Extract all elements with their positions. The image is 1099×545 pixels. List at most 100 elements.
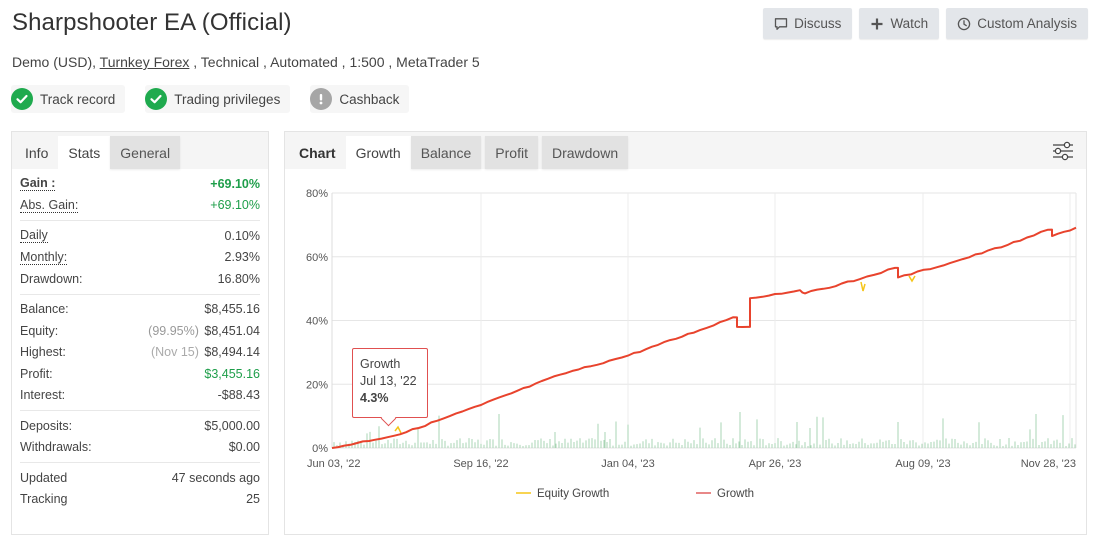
- broker-link[interactable]: Turnkey Forex: [99, 54, 190, 70]
- tooltip-value: 4.3%: [360, 391, 389, 405]
- tab-drawdown[interactable]: Drawdown: [541, 136, 629, 169]
- stat-value: $8,494.14: [204, 345, 260, 360]
- svg-text:60%: 60%: [306, 252, 328, 264]
- stat-value-group: (99.95%) $8,451.04: [148, 324, 260, 338]
- svg-text:Apr 26, '23: Apr 26, '23: [749, 458, 802, 470]
- check-icon: [145, 88, 168, 110]
- stat-value: 0.10%: [224, 228, 260, 243]
- stat-value-group: (Nov 15) $8,494.14: [151, 345, 260, 359]
- exclamation-icon: [310, 88, 333, 110]
- stats-group-rates: Daily 0.10% Monthly: 2.93% Drawdown: 16.…: [20, 221, 260, 295]
- stat-label: Balance:: [20, 302, 69, 317]
- stat-label[interactable]: Daily: [20, 228, 48, 244]
- clock-icon: [957, 17, 971, 30]
- comment-icon: [775, 17, 788, 30]
- stat-abs-gain: Abs. Gain: +69.10%: [20, 195, 260, 217]
- svg-text:0%: 0%: [312, 443, 328, 455]
- axis-labels: 0% 20% 40% 60% 80% Jun 03, '22 Sep 16, '22 Jan …: [306, 188, 1076, 470]
- badge-track-record[interactable]: Track record: [11, 85, 126, 113]
- custom-analysis-label: Custom Analysis: [977, 16, 1077, 31]
- stat-monthly: Monthly: 2.93%: [20, 247, 260, 269]
- stat-value: $0.00: [228, 440, 260, 455]
- badge-cashback[interactable]: Cashback: [310, 85, 410, 113]
- svg-text:20%: 20%: [306, 379, 328, 391]
- tab-chart[interactable]: Chart: [299, 144, 336, 161]
- stat-label[interactable]: Abs. Gain:: [20, 197, 79, 213]
- stat-highest: Highest: (Nov 15) $8,494.14: [20, 342, 260, 364]
- chart-lines: [331, 226, 1077, 449]
- svg-text:Sep 16, '22: Sep 16, '22: [453, 458, 508, 470]
- badge-label: Track record: [40, 91, 116, 107]
- stat-value: -$88.43: [217, 388, 260, 403]
- discuss-button[interactable]: Discuss: [763, 8, 853, 39]
- stat-value: 2.93%: [224, 250, 260, 265]
- chart-settings-icon[interactable]: [1052, 140, 1074, 162]
- check-icon: [11, 88, 33, 110]
- volume-bars: [333, 412, 1076, 448]
- stat-label: Deposits:: [20, 418, 73, 433]
- stat-drawdown: Drawdown: 16.80%: [20, 268, 260, 290]
- watch-button[interactable]: Watch: [859, 8, 940, 39]
- chart-legend: Equity Growth Growth: [516, 488, 754, 500]
- stat-withdrawals: Withdrawals: $0.00: [20, 437, 260, 459]
- stat-value: 16.80%: [217, 271, 260, 286]
- stat-value: $5,000.00: [204, 418, 260, 433]
- tooltip-series: Growth: [360, 357, 401, 371]
- svg-text:Jun 03, '22: Jun 03, '22: [307, 458, 360, 470]
- stat-value: +69.10%: [210, 176, 260, 191]
- stats-list: Gain : +69.10% Abs. Gain: +69.10% Daily …: [12, 169, 268, 514]
- stat-value: $8,451.04: [204, 323, 260, 338]
- stats-group-tracking: Updated 47 seconds ago Tracking 25: [20, 463, 260, 514]
- stat-label: Withdrawals:: [20, 440, 92, 455]
- chart-gridlines: [331, 192, 1077, 449]
- legend-equity-growth: Equity Growth: [537, 488, 609, 500]
- svg-text:80%: 80%: [306, 188, 328, 200]
- svg-text:Jan 04, '23: Jan 04, '23: [601, 458, 654, 470]
- badge-label: Cashback: [339, 91, 400, 107]
- stat-label[interactable]: Monthly:: [20, 249, 68, 265]
- stat-interest: Interest: -$88.43: [20, 385, 260, 407]
- stat-value: 47 seconds ago: [171, 470, 260, 485]
- svg-text:40%: 40%: [306, 316, 328, 328]
- account-details: , Technical , Automated , 1:500 , MetaTr…: [189, 54, 480, 70]
- tab-stats[interactable]: Stats: [58, 136, 111, 169]
- stat-label: Interest:: [20, 388, 66, 403]
- tab-info[interactable]: Info: [25, 144, 49, 161]
- svg-text:Nov 28, '23: Nov 28, '23: [1021, 458, 1076, 470]
- stat-tracking: Tracking 25: [20, 489, 260, 511]
- stats-tabs: Info Stats General: [12, 132, 268, 169]
- stat-label: Updated: [20, 470, 68, 485]
- page-title: Sharpshooter EA (Official): [12, 9, 292, 36]
- tab-balance[interactable]: Balance: [410, 136, 482, 169]
- stats-group-gain: Gain : +69.10% Abs. Gain: +69.10%: [20, 169, 260, 221]
- svg-text:Aug 09, '23: Aug 09, '23: [895, 458, 950, 470]
- tab-growth[interactable]: Growth: [345, 136, 411, 169]
- stat-note: (99.95%): [148, 323, 199, 338]
- growth-line: [331, 226, 1077, 449]
- watch-label: Watch: [890, 16, 929, 31]
- chart-tabs: Chart Growth Balance Profit Drawdown: [285, 132, 1086, 169]
- stats-group-balance: Balance: $8,455.16 Equity: (99.95%) $8,4…: [20, 295, 260, 411]
- tab-general[interactable]: General: [110, 136, 181, 169]
- header-actions: Discuss Watch Custom Analysis: [763, 8, 1088, 39]
- stat-value: 25: [246, 492, 260, 507]
- stat-note: (Nov 15): [150, 345, 199, 360]
- stats-group-deposits: Deposits: $5,000.00 Withdrawals: $0.00: [20, 411, 260, 463]
- stat-label: Drawdown:: [20, 271, 83, 286]
- custom-analysis-button[interactable]: Custom Analysis: [946, 8, 1088, 39]
- badge-trading-privileges[interactable]: Trading privileges: [145, 85, 291, 113]
- stats-panel: Info Stats General Gain : +69.10% Abs. G…: [11, 131, 269, 535]
- badge-label: Trading privileges: [174, 91, 281, 107]
- chart-panel: Chart Growth Balance Profit Drawdown: [284, 131, 1087, 535]
- stat-value: $8,455.16: [204, 302, 260, 317]
- stat-profit: Profit: $3,455.16: [20, 363, 260, 385]
- stat-updated: Updated 47 seconds ago: [20, 467, 260, 489]
- tab-profit[interactable]: Profit: [485, 136, 538, 169]
- stat-daily: Daily 0.10%: [20, 225, 260, 247]
- account-type: Demo (USD),: [12, 54, 97, 70]
- stat-label[interactable]: Gain :: [20, 176, 56, 192]
- legend-growth: Growth: [717, 488, 754, 500]
- tooltip-date: Jul 13, '22: [360, 374, 417, 388]
- stat-gain: Gain : +69.10%: [20, 173, 260, 195]
